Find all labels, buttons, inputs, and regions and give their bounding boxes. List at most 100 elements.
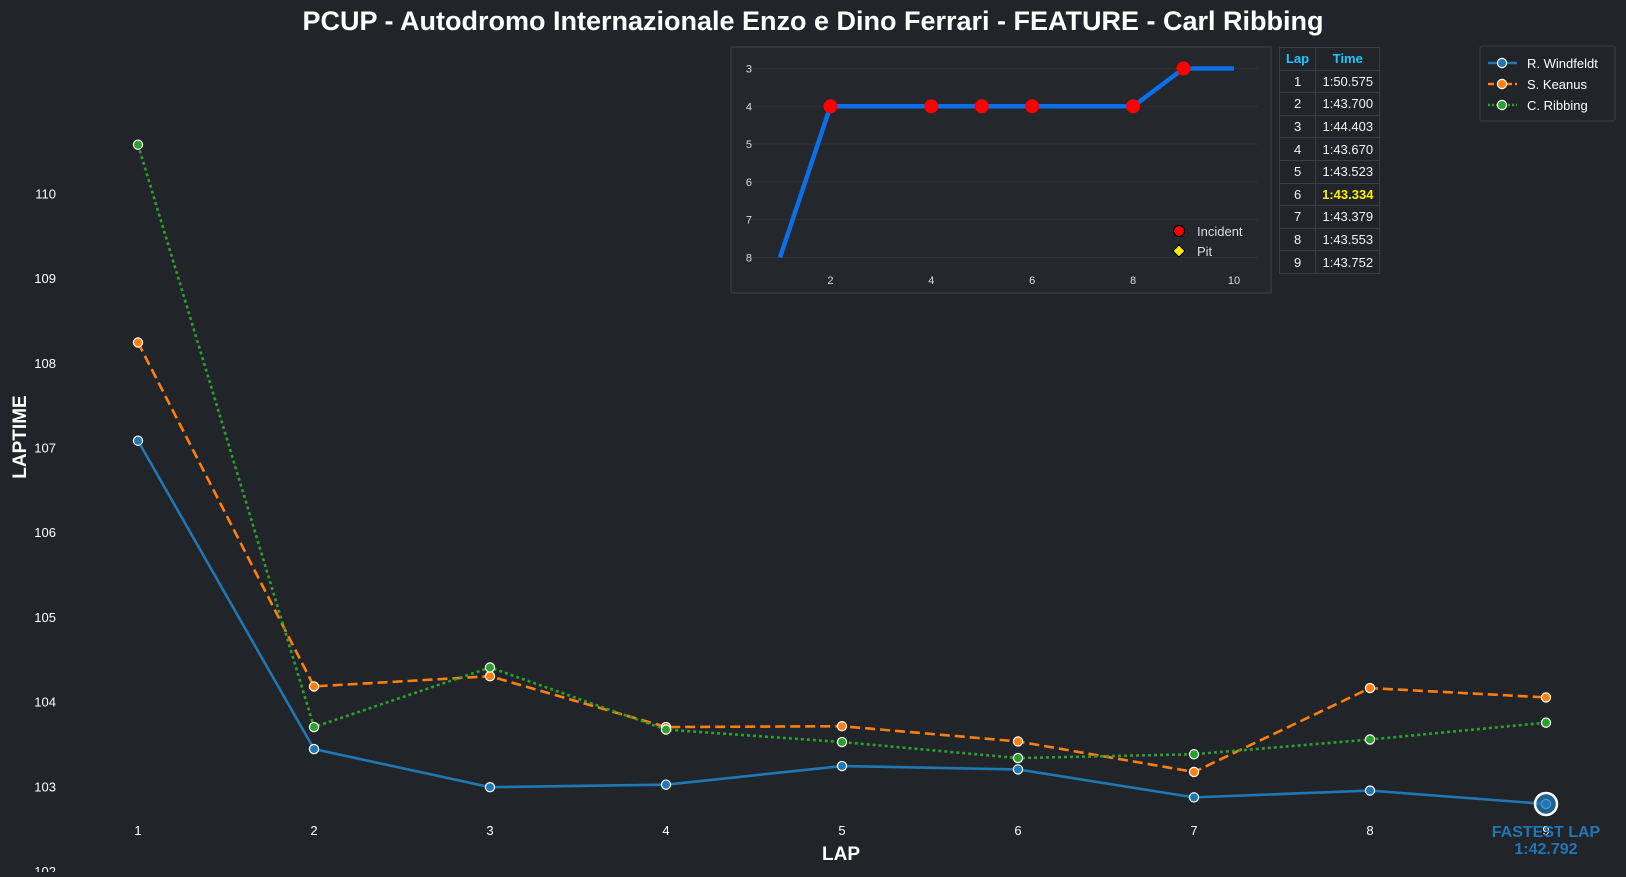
legend-marker (1496, 78, 1508, 90)
data-point (660, 724, 672, 735)
legend-frame (1479, 45, 1616, 122)
lap-number-cell: 3 (1278, 114, 1317, 139)
y-tick-label: 105 (34, 610, 56, 625)
inset-frame (730, 46, 1272, 294)
incident-marker (1025, 99, 1040, 114)
inset-x-tick-label: 2 (827, 275, 833, 287)
data-point (484, 662, 496, 673)
chart-title: PCUP - Autodromo Internazionale Enzo e D… (302, 6, 1323, 36)
inset-position-line (777, 66, 1234, 259)
y-tick-label: 107 (34, 441, 56, 456)
lap-table-row: 7 1:43.379 (1278, 205, 1381, 229)
lap-time-cell: 1:43.553 (1315, 227, 1381, 252)
inset-y-tick-label: 7 (746, 215, 752, 227)
data-point (1540, 692, 1552, 703)
legend-marker (1496, 99, 1508, 111)
lap-time-cell: 1:43.670 (1315, 137, 1381, 161)
lap-table-row: 5 1:43.523 (1278, 159, 1381, 184)
data-point (1188, 766, 1200, 778)
incident-marker (1176, 61, 1191, 76)
fastest-lap-marker (1533, 791, 1559, 817)
pit-legend-marker (1172, 244, 1186, 258)
inset-x-tick-label: 8 (1130, 275, 1136, 287)
x-tick-label: 1 (134, 823, 141, 838)
lap-time-cell: 1:43.334 (1315, 182, 1381, 207)
lap-table-header-lap: Lap (1278, 47, 1317, 71)
data-point (308, 743, 320, 755)
data-point (1540, 717, 1552, 728)
lap-table-header-row: Lap Time (1278, 47, 1381, 71)
y-tick-label: 108 (34, 356, 56, 371)
y-tick-label: 109 (34, 271, 56, 286)
data-point (1012, 752, 1024, 764)
data-point (836, 721, 848, 732)
lap-table-row: 4 1:43.670 (1278, 137, 1381, 161)
inset-y-tick-label: 5 (746, 139, 752, 151)
y-tick-label: 102 (34, 864, 56, 872)
legend-entry: R. Windfeldt (1527, 56, 1598, 71)
legend-entry: S. Keanus (1527, 77, 1587, 92)
pit-legend-label: Pit (1197, 244, 1213, 259)
data-point (1188, 749, 1200, 760)
data-point (660, 779, 672, 790)
data-point (836, 760, 848, 772)
inset-y-tick-label: 3 (746, 64, 752, 76)
lap-number-cell: 4 (1278, 137, 1317, 161)
inset-y-tick-label: 4 (746, 101, 752, 113)
lap-table-row: 2 1:43.700 (1278, 92, 1381, 116)
data-point (484, 671, 496, 682)
x-tick-label: 2 (310, 823, 317, 838)
incident-legend-marker (1172, 224, 1186, 238)
lap-time-table: Lap Time 1 1:50.575 2 1:43.700 3 1:44.403 4 1:4… (1278, 47, 1381, 274)
inset-x-tick-label: 6 (1029, 275, 1035, 287)
x-tick-label: 7 (1190, 823, 1197, 838)
lap-table-header-time: Time (1315, 47, 1381, 71)
data-point (1012, 736, 1024, 747)
x-tick-label: 5 (838, 823, 845, 838)
legend-entry: C. Ribbing (1527, 98, 1588, 113)
x-tick-label: 3 (486, 823, 493, 838)
inset-position-chart: 3 4 5 6 7 8 2 4 6 8 10 Incident Pit (730, 46, 1272, 294)
data-point (1364, 682, 1376, 694)
series-line-1 (136, 440, 1547, 806)
y-tick-label: 104 (34, 695, 56, 710)
inset-x-tick-label: 10 (1228, 275, 1240, 287)
fastest-lap-time: 1:42.792 (1514, 841, 1577, 858)
inset-y-tick-label: 6 (746, 177, 752, 189)
lap-number-cell: 7 (1278, 205, 1317, 229)
x-tick-label: 8 (1366, 823, 1373, 838)
y-axis-label: LAPTIME (10, 395, 31, 478)
lap-time-cell: 1:43.523 (1315, 159, 1381, 184)
incident-legend-label: Incident (1197, 224, 1243, 239)
data-point (132, 337, 144, 348)
data-point (308, 681, 320, 692)
y-tick-label: 110 (35, 186, 56, 201)
lap-time-cell: 1:43.752 (1315, 250, 1381, 274)
x-tick-label: 4 (662, 823, 669, 838)
lap-table-row: 1 1:50.575 (1278, 69, 1381, 94)
main-legend: R. Windfeldt S. Keanus C. Ribbing (1479, 45, 1616, 122)
data-point (836, 736, 848, 748)
lap-time-cell: 1:43.700 (1315, 92, 1381, 116)
data-point (1012, 764, 1024, 775)
inset-x-tick-label: 4 (928, 275, 934, 287)
data-point (132, 139, 144, 150)
lap-table-body: 1 1:50.575 2 1:43.700 3 1:44.403 4 1:43.670 5 1:4… (1278, 69, 1381, 274)
data-point (1188, 792, 1200, 803)
lap-time-cell: 1:44.403 (1315, 114, 1381, 139)
incident-marker (974, 99, 989, 114)
x-tick-label: 6 (1014, 823, 1021, 838)
incident-marker (924, 99, 939, 114)
lap-number-cell: 9 (1278, 250, 1317, 274)
lap-table-row: 8 1:43.553 (1278, 227, 1381, 252)
data-point (1364, 734, 1376, 745)
series-line-2 (136, 341, 1547, 774)
lap-table-row: 6 1:43.334 (1278, 182, 1381, 207)
lap-table-row: 3 1:44.403 (1278, 114, 1381, 139)
legend-marker (1496, 57, 1508, 69)
lap-table-row: 9 1:43.752 (1278, 250, 1381, 274)
data-point (1364, 785, 1376, 796)
lap-number-cell: 5 (1278, 159, 1317, 184)
lap-number-cell: 2 (1278, 92, 1317, 116)
